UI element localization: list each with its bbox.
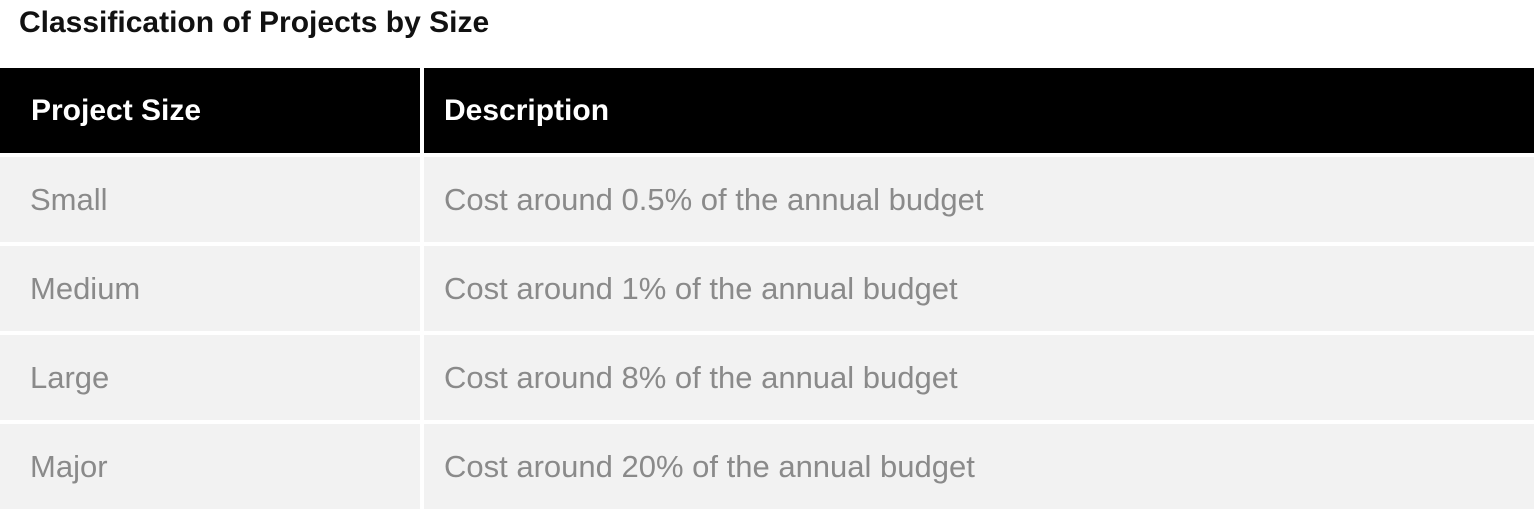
table-row-description: Cost around 8% of the annual budget: [424, 335, 1534, 420]
table-row-size: Medium: [0, 246, 420, 331]
page-title: Classification of Projects by Size: [19, 6, 490, 39]
header-project-size: Project Size: [0, 68, 420, 153]
table-row-description: Cost around 20% of the annual budget: [424, 424, 1534, 509]
table-row-size: Large: [0, 335, 420, 420]
table-row-size: Small: [0, 157, 420, 242]
table-row-description: Cost around 1% of the annual budget: [424, 246, 1534, 331]
project-size-table: Project Size Description Small Cost arou…: [0, 68, 1534, 509]
table-row-description: Cost around 0.5% of the annual budget: [424, 157, 1534, 242]
header-description: Description: [424, 68, 1534, 153]
table-row-size: Major: [0, 424, 420, 509]
